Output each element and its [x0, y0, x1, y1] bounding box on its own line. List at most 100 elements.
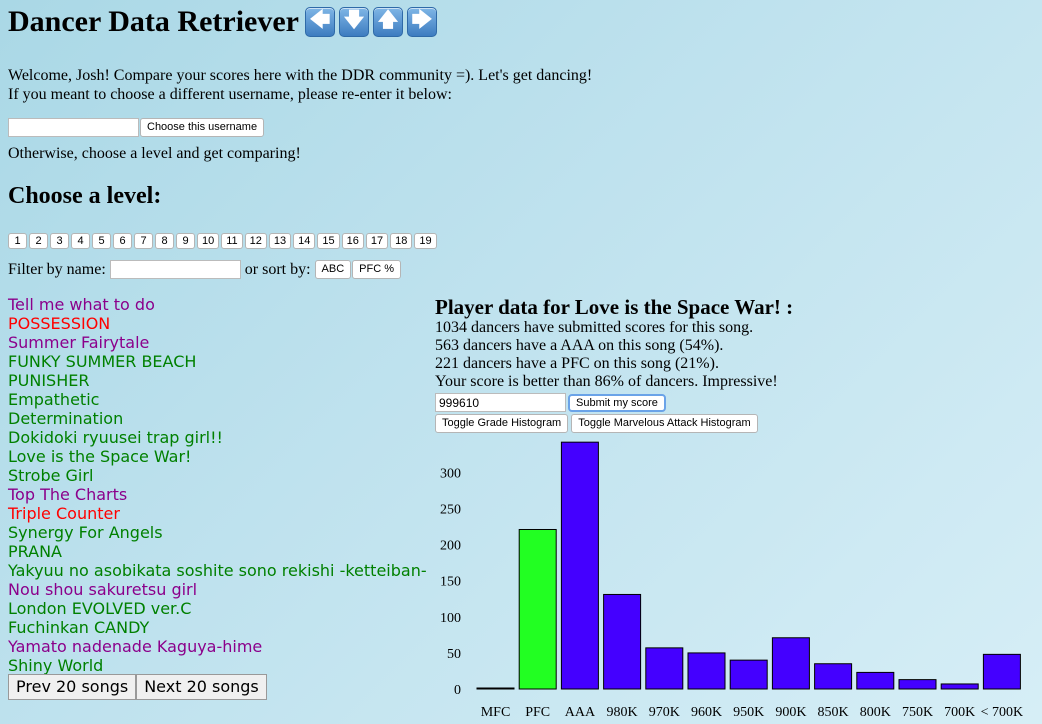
song-item[interactable]: PUNISHER: [8, 371, 90, 390]
level-button-2[interactable]: 2: [29, 233, 48, 249]
song-item[interactable]: Nou shou sakuretsu girl: [8, 580, 198, 599]
y-tick-label: 0: [454, 683, 461, 698]
chart-bar: [645, 647, 684, 690]
prev-songs-button[interactable]: Prev 20 songs: [8, 674, 137, 700]
level-button-18[interactable]: 18: [390, 233, 413, 249]
pfc-count-text: 221 dancers have a PFC on this song (21%…: [435, 355, 719, 372]
arrow-up-icon[interactable]: 🡅: [372, 7, 403, 37]
chart-bar: [982, 653, 1021, 690]
score-comparison-text: Your score is better than 86% of dancers…: [435, 373, 778, 390]
score-histogram-chart: 0 50 100 150 200 250 300 MFC PFC AAA 980K 970K 960K 9…: [440, 441, 1024, 720]
filter-input[interactable]: [109, 260, 241, 279]
level-button-14[interactable]: 14: [293, 233, 316, 249]
song-item[interactable]: Empathetic: [8, 390, 100, 409]
level-button-5[interactable]: 5: [92, 233, 111, 249]
otherwise-text: Otherwise, choose a level and get compar…: [8, 145, 301, 162]
arrow-right-icon[interactable]: 🡆: [406, 7, 437, 37]
level-button-12[interactable]: 12: [244, 233, 267, 249]
username-input[interactable]: [8, 118, 139, 137]
choose-level-heading: Choose a level:: [8, 183, 162, 209]
y-tick-label: 150: [440, 575, 461, 590]
level-button-4[interactable]: 4: [71, 233, 90, 249]
page-title: Dancer Data Retriever: [8, 5, 299, 38]
level-button-7[interactable]: 7: [134, 233, 153, 249]
song-item[interactable]: Yamato nadenade Kaguya-hime: [8, 637, 263, 656]
reenter-text: If you meant to choose a different usern…: [8, 86, 452, 103]
x-tick-label: 750K: [902, 705, 933, 720]
player-data-title: Player data for Love is the Space War! :: [435, 295, 794, 319]
welcome-text: Welcome, Josh! Compare your scores here …: [8, 67, 593, 84]
x-tick-label: 850K: [818, 705, 849, 720]
song-list: Tell me what to do POSSESSION Summer Fairy…: [8, 295, 427, 675]
level-button-3[interactable]: 3: [50, 233, 69, 249]
aaa-count-text: 563 dancers have a AAA on this song (54%…: [435, 337, 724, 354]
pager: Prev 20 songs Next 20 songs: [8, 674, 267, 700]
song-item[interactable]: London EVOLVED ver.C: [8, 599, 192, 618]
level-button-10[interactable]: 10: [197, 233, 220, 249]
level-button-11[interactable]: 11: [221, 233, 243, 249]
chart-bar: [476, 687, 515, 690]
toggle-grade-histogram-button[interactable]: Toggle Grade Histogram: [435, 414, 569, 433]
song-item[interactable]: Top The Charts: [8, 485, 128, 504]
chart-bar: [560, 441, 599, 690]
song-item[interactable]: Summer Fairytale: [8, 333, 150, 352]
song-item[interactable]: Tell me what to do: [8, 295, 155, 314]
song-item[interactable]: POSSESSION: [8, 314, 111, 333]
y-tick-label: 300: [440, 466, 461, 481]
x-tick-label: 800K: [860, 705, 891, 720]
filter-row: Filter by name: or sort by: ABC PFC %: [8, 260, 402, 279]
song-item[interactable]: Fuchinkan CANDY: [8, 618, 150, 637]
x-tick-label: 900K: [775, 705, 806, 720]
choose-username-button[interactable]: Choose this username: [140, 118, 265, 137]
score-row: Submit my score: [435, 393, 793, 412]
y-tick-label: 250: [440, 503, 461, 518]
header: Dancer Data Retriever 🡄 🡇 🡅 🡆: [8, 5, 437, 39]
level-button-13[interactable]: 13: [268, 233, 292, 249]
level-button-15[interactable]: 15: [317, 233, 340, 249]
chart-bar: [603, 593, 642, 690]
toggle-ma-histogram-button[interactable]: Toggle Marvelous Attack Histogram: [571, 414, 758, 433]
next-songs-button[interactable]: Next 20 songs: [136, 674, 267, 700]
x-tick-label: 950K: [733, 705, 764, 720]
level-button-1[interactable]: 1: [8, 233, 27, 249]
song-item[interactable]: Strobe Girl: [8, 466, 94, 485]
x-tick-label: 970K: [649, 705, 680, 720]
chart-bar: [856, 671, 895, 690]
x-tick-label: < 700K: [981, 705, 1024, 720]
submit-score-button[interactable]: Submit my score: [568, 393, 666, 412]
y-tick-label: 100: [440, 611, 461, 626]
song-item[interactable]: Triple Counter: [8, 504, 120, 523]
level-button-17[interactable]: 17: [365, 233, 389, 249]
level-button-6[interactable]: 6: [113, 233, 132, 249]
song-item[interactable]: Determination: [8, 409, 124, 428]
song-item[interactable]: Love is the Space War!: [8, 447, 192, 466]
level-button-16[interactable]: 16: [341, 233, 364, 249]
x-tick-label: 960K: [691, 705, 722, 720]
level-buttons: 1 2 3 4 5 6 7 8 9 10 11 12 13 14 15 16 17 18 19: [8, 233, 439, 249]
song-item[interactable]: Shiny World: [8, 656, 104, 675]
song-item[interactable]: FUNKY SUMMER BEACH: [8, 352, 197, 371]
chart-bar: [814, 663, 853, 690]
chart-bar: [771, 637, 810, 690]
song-item[interactable]: PRANA: [8, 542, 62, 561]
level-button-19[interactable]: 19: [414, 233, 437, 249]
player-data-panel: Player data for Love is the Space War! :…: [435, 295, 793, 433]
chart-bar: [898, 679, 937, 690]
chart-bar: [729, 659, 768, 690]
toggle-row: Toggle Grade Histogram Toggle Marvelous …: [435, 414, 793, 433]
y-tick-label: 200: [440, 539, 461, 554]
sort-abc-button[interactable]: ABC: [314, 260, 352, 279]
song-item[interactable]: Synergy For Angels: [8, 523, 163, 542]
x-tick-label: PFC: [525, 705, 550, 720]
submitted-count-text: 1034 dancers have submitted scores for t…: [435, 319, 754, 336]
x-tick-label: 980K: [607, 705, 638, 720]
score-input[interactable]: [435, 393, 566, 412]
song-item[interactable]: Dokidoki ryuusei trap girl!!: [8, 428, 223, 447]
song-item[interactable]: Yakyuu no asobikata soshite sono rekishi…: [8, 561, 427, 580]
level-button-9[interactable]: 9: [176, 233, 195, 249]
sort-pfc-button[interactable]: PFC %: [352, 260, 402, 279]
arrow-left-icon[interactable]: 🡄: [304, 7, 335, 37]
chart-bar: [518, 528, 557, 690]
arrow-down-icon[interactable]: 🡇: [338, 7, 369, 37]
level-button-8[interactable]: 8: [155, 233, 174, 249]
